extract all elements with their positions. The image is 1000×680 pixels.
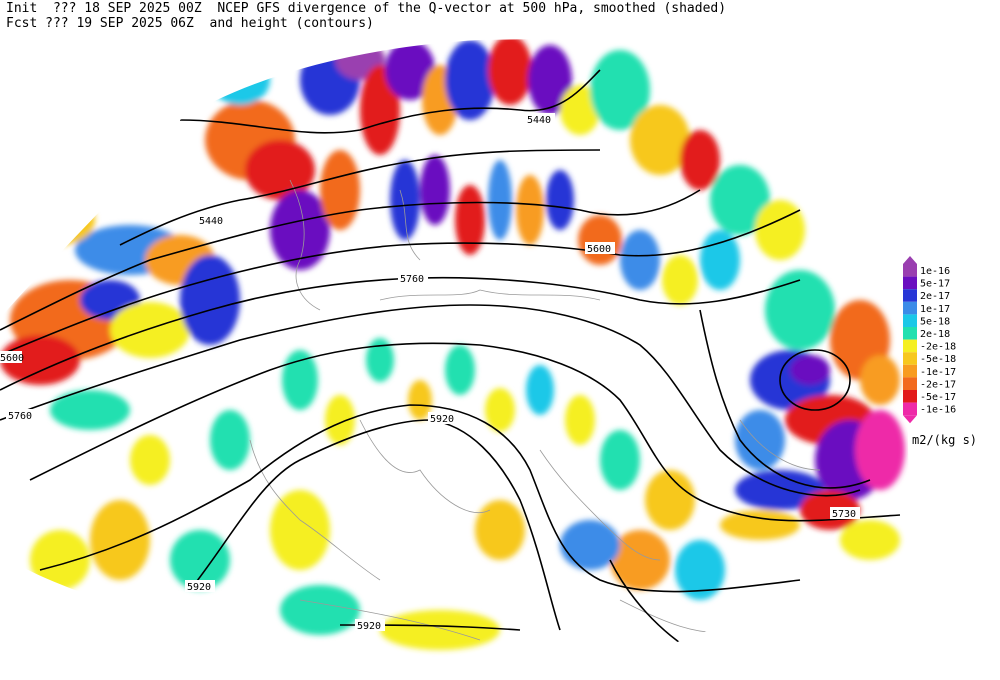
legend-units: m2/(kg s) — [912, 433, 978, 447]
contour-labels: 5440 5440 5600 5760 5600 5760 5920 5920 … — [0, 113, 860, 632]
legend-swatch — [903, 314, 917, 327]
legend-swatch — [903, 264, 917, 277]
contour-label-5760-west: 5760 — [8, 411, 32, 422]
legend-label: 5e-17 — [920, 279, 950, 290]
legend-label: 2e-17 — [920, 291, 950, 302]
legend-label: -5e-18 — [920, 354, 956, 365]
legend-swatch — [903, 377, 917, 390]
legend-label: -1e-17 — [920, 367, 956, 378]
legend-label: -2e-17 — [920, 379, 956, 390]
contour-label-5920-center: 5920 — [430, 414, 454, 425]
forecast-line: Fcst ??? 19 SEP 2025 06Z and height (con… — [6, 16, 374, 31]
contour-label-5440-west: 5440 — [199, 216, 223, 227]
contour-label-5760-center: 5760 — [400, 274, 424, 285]
init-line: Init ??? 18 SEP 2025 00Z NCEP GFS diverg… — [6, 1, 727, 16]
legend-swatch — [903, 301, 917, 315]
legend-swatch — [903, 339, 917, 353]
legend-label: 2e-18 — [920, 329, 950, 340]
coastlines — [249, 179, 821, 641]
legend-label: -2e-18 — [920, 342, 956, 353]
contour-label-5440-north: 5440 — [527, 115, 551, 126]
legend-swatch — [903, 390, 917, 403]
legend-label: 1e-16 — [920, 266, 950, 277]
legend-label: -5e-17 — [920, 392, 956, 403]
legend-label: 5e-18 — [920, 316, 950, 327]
legend-swatch — [903, 276, 917, 290]
legend-label: 1e-17 — [920, 304, 950, 315]
legend-swatch — [903, 352, 917, 365]
legend-swatch — [903, 289, 917, 302]
legend-swatch — [903, 364, 917, 378]
legend-arrow-bottom — [903, 415, 917, 424]
contour-label-5600-east: 5600 — [587, 244, 611, 255]
contour-label-5920-southwest: 5920 — [187, 582, 211, 593]
contour-label-5730-east: 5730 — [832, 509, 856, 520]
legend-label: -1e-16 — [920, 405, 956, 416]
legend-swatch — [903, 327, 917, 340]
legend-swatch — [903, 402, 917, 416]
shaded-field — [0, 36, 905, 651]
color-legend: 1e-165e-172e-171e-175e-182e-18-2e-18-5e-… — [903, 256, 956, 424]
contour-label-5920-south: 5920 — [357, 621, 381, 632]
contour-label-5600-west: 5600 — [0, 353, 24, 364]
legend-arrow-top — [903, 256, 917, 264]
